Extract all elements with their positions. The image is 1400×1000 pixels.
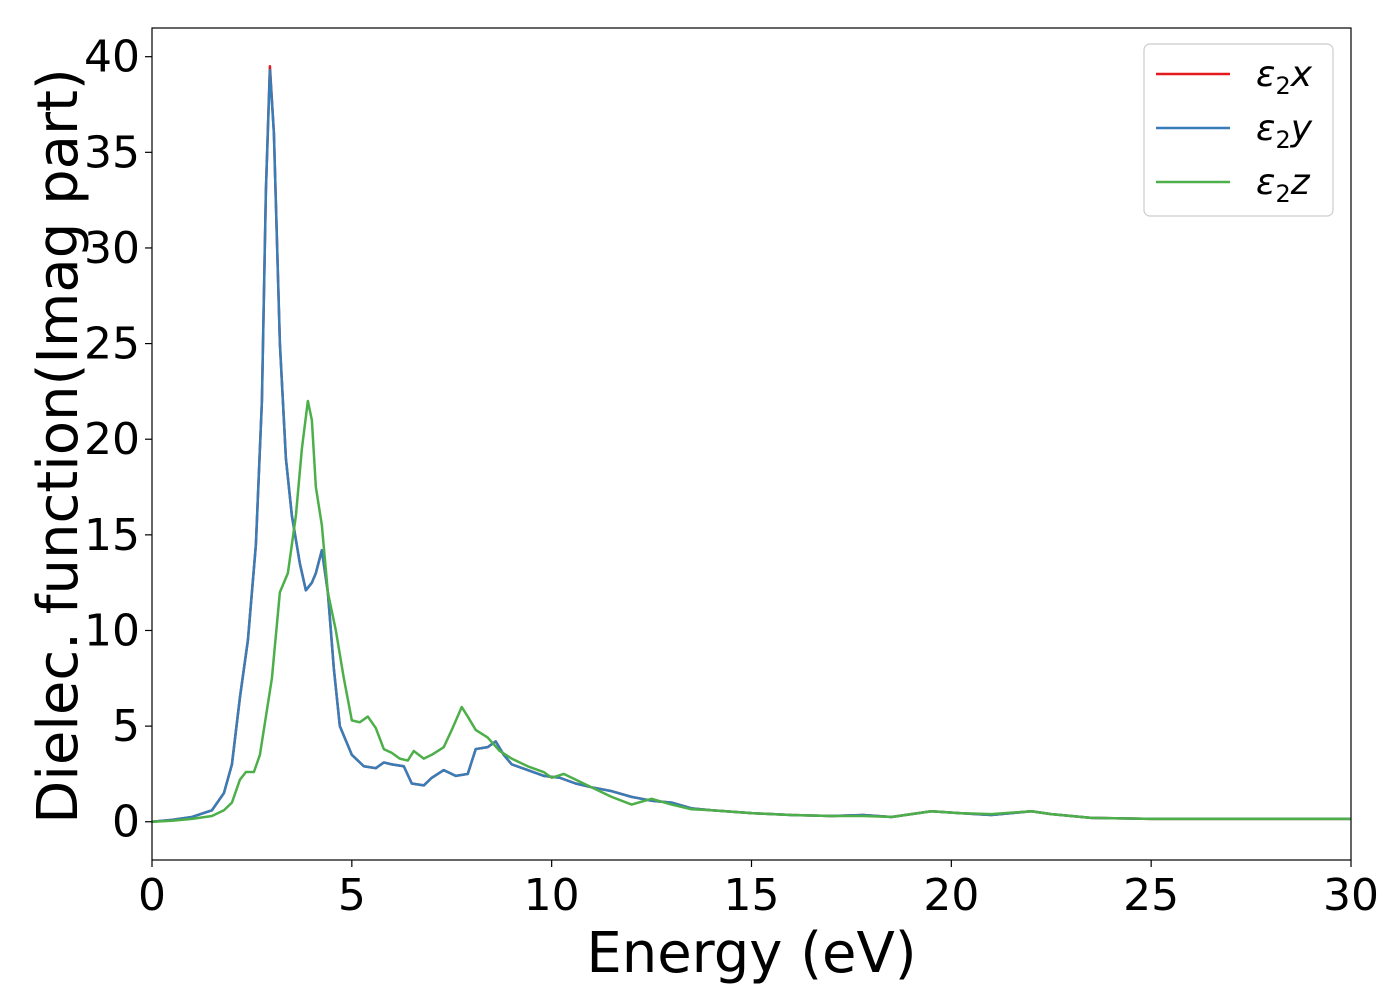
legend-label-2: ε2z bbox=[1256, 162, 1311, 208]
legend: ε2x ε2y ε2z bbox=[1143, 43, 1334, 217]
x-tick-label-2: 10 bbox=[524, 870, 580, 921]
y-tick-label-2: 10 bbox=[84, 605, 140, 656]
x-tick-label-6: 30 bbox=[1323, 870, 1379, 921]
y-tick-label-1: 5 bbox=[112, 701, 140, 752]
series-layer bbox=[152, 65, 1351, 823]
y-axis-label: Dielec. function(Imag part) bbox=[26, 68, 91, 824]
y-tick-label-3: 15 bbox=[84, 510, 140, 561]
x-axis-label: Energy (eV) bbox=[586, 921, 916, 986]
x-tick-label-3: 15 bbox=[724, 870, 780, 921]
axes-layer: 0 5 10 15 20 25 30 0 5 10 15 20 25 30 35 40 bbox=[84, 27, 1379, 921]
x-tick-label-0: 0 bbox=[138, 870, 166, 921]
legend-box bbox=[1143, 43, 1334, 217]
legend-label-1: ε2y bbox=[1256, 108, 1313, 154]
legend-label-0: ε2x bbox=[1256, 54, 1313, 100]
y-tick-label-7: 35 bbox=[84, 127, 140, 178]
x-tick-label-4: 20 bbox=[923, 870, 979, 921]
x-tick-label-1: 5 bbox=[338, 870, 366, 921]
series-line-2 bbox=[152, 399, 1351, 823]
y-tick-label-5: 25 bbox=[84, 319, 140, 370]
y-tick-label-6: 30 bbox=[84, 223, 140, 274]
x-tick-label-5: 25 bbox=[1123, 870, 1179, 921]
y-tick-label-0: 0 bbox=[112, 797, 140, 848]
y-tick-label-8: 40 bbox=[84, 32, 140, 83]
y-tick-label-4: 20 bbox=[84, 414, 140, 465]
